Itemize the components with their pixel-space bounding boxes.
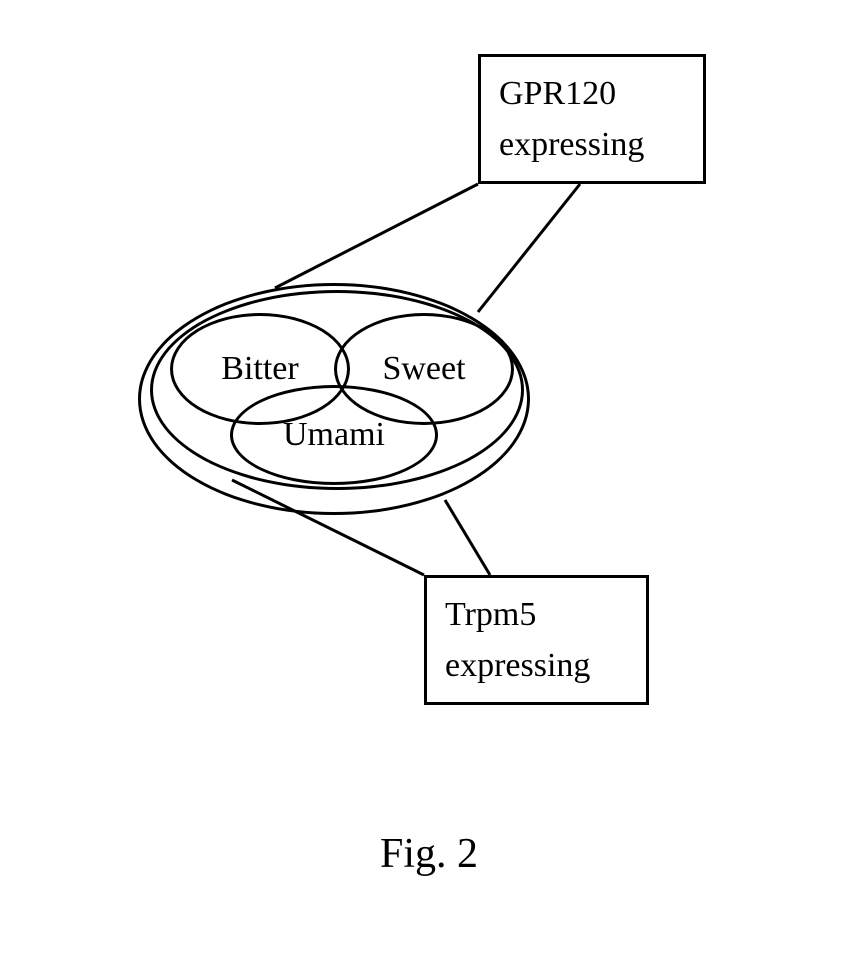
- figure-label: Fig. 2: [0, 830, 858, 878]
- sweet-label: Sweet: [382, 350, 465, 388]
- umami-label: Umami: [283, 416, 385, 454]
- gpr120-line-2: [478, 184, 580, 312]
- trpm5-line-2: [445, 500, 490, 575]
- gpr120-callout: GPR120 expressing: [478, 54, 706, 184]
- gpr120-line-1: [275, 184, 478, 288]
- trpm5-line1: Trpm5: [445, 589, 628, 640]
- trpm5-callout: Trpm5 expressing: [424, 575, 649, 705]
- gpr120-line1: GPR120: [499, 68, 685, 119]
- gpr120-line2: expressing: [499, 119, 685, 170]
- umami-cell: Umami: [230, 385, 438, 485]
- trpm5-line2: expressing: [445, 640, 628, 691]
- diagram-container: Bitter Sweet Umami GPR120 expressing Trp…: [0, 0, 858, 964]
- bitter-label: Bitter: [221, 350, 298, 388]
